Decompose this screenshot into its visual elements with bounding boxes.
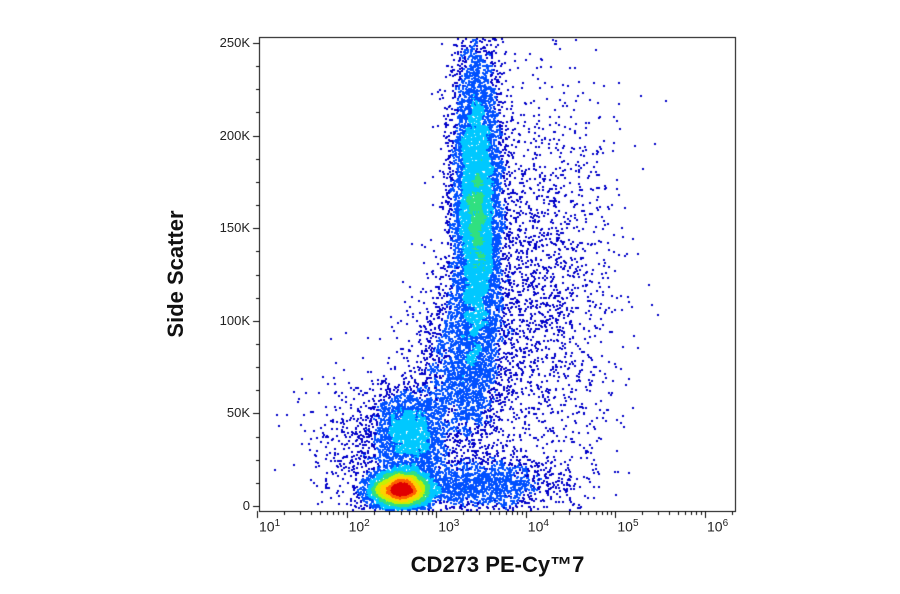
y-tick-label: 250K: [219, 35, 250, 50]
x-tick-label: 102: [348, 518, 370, 535]
y-tick-label: 150K: [219, 220, 250, 236]
y-tick-label: 200K: [219, 127, 250, 143]
x-tick-label: 103: [438, 518, 460, 535]
y-tick-label: 0: [242, 498, 250, 513]
y-axis-title: Side Scatter: [163, 210, 188, 338]
x-tick-label: 104: [527, 518, 549, 535]
x-tick-label: 105: [617, 518, 639, 535]
x-axis-title: CD273 PE-Cy™7: [410, 552, 585, 577]
y-tick-label: 50K: [226, 405, 250, 421]
y-tick-label: 100K: [219, 312, 250, 328]
x-tick-label: 106: [707, 518, 729, 535]
x-tick-label: 101: [259, 518, 281, 535]
